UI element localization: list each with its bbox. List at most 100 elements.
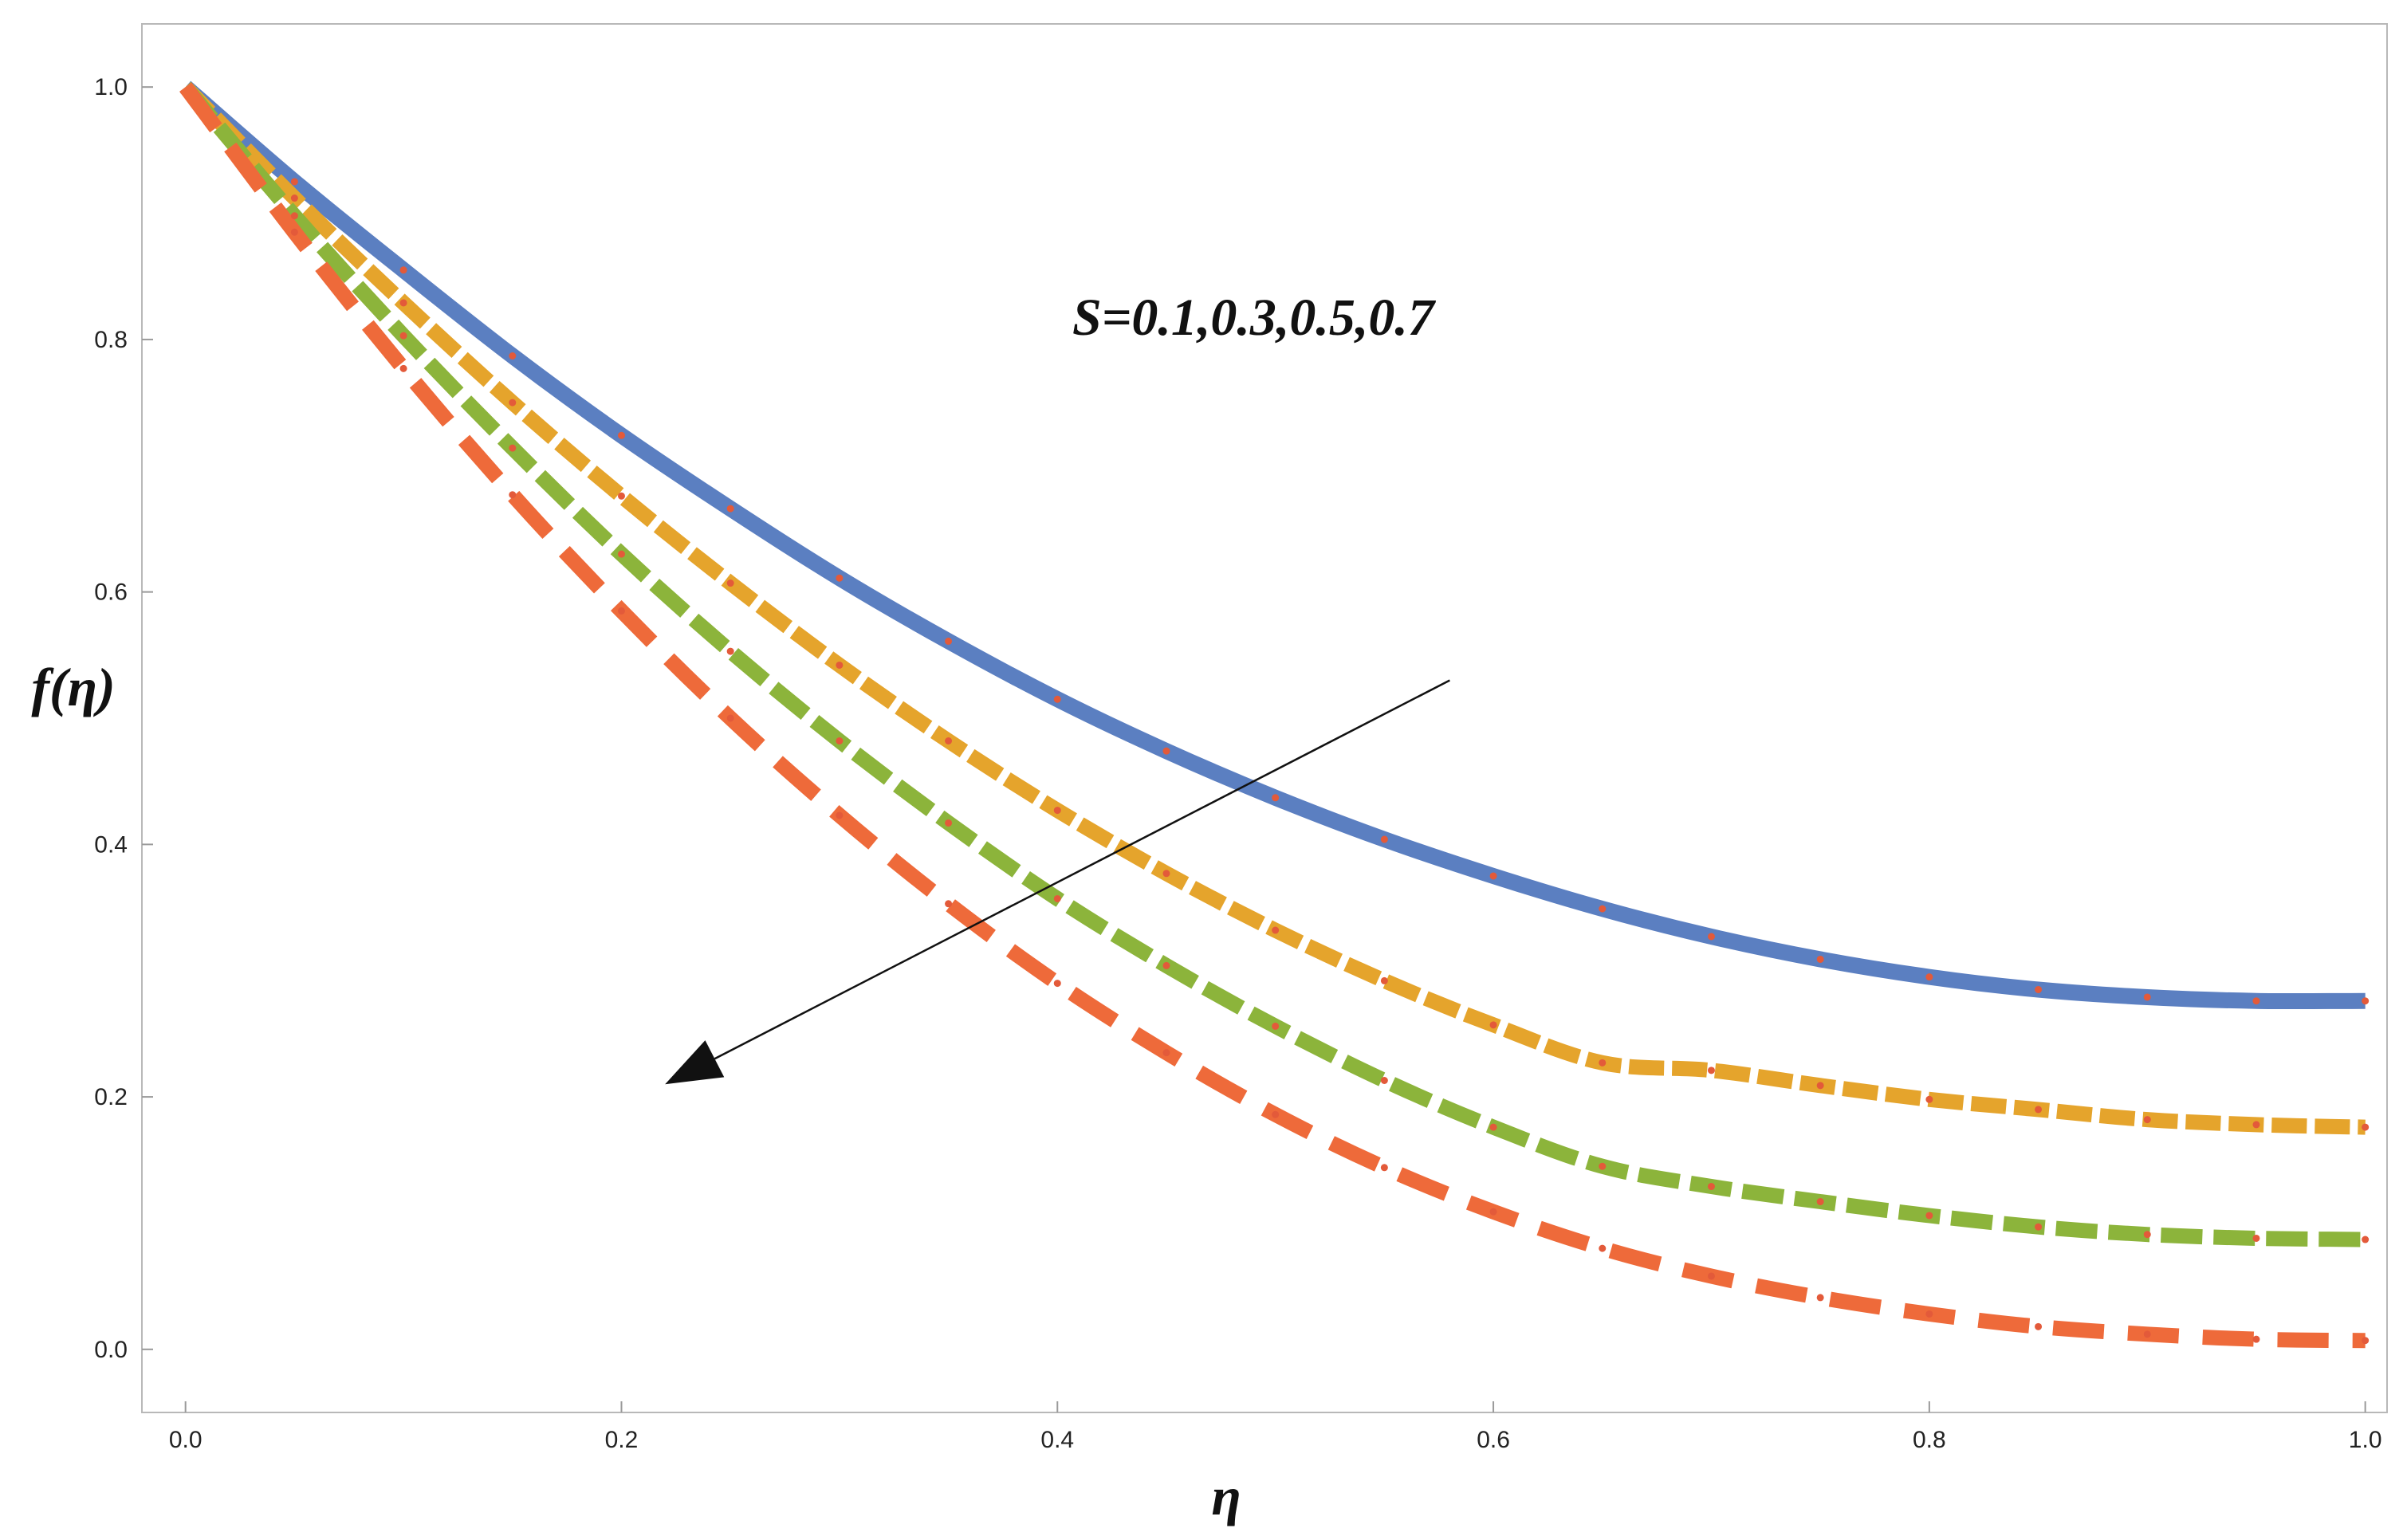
series-4-point: [2362, 1337, 2370, 1345]
series-3-point: [1925, 1212, 1933, 1220]
series-3-point: [2035, 1223, 2043, 1231]
series-line-4: [179, 82, 2366, 1349]
x-tick-label: 0.0: [169, 1427, 203, 1453]
series-3-point: [1707, 1183, 1715, 1191]
series-line-2: [179, 81, 2366, 1135]
series-3-point: [290, 212, 298, 220]
series-2-point: [617, 492, 625, 500]
series-1-point: [1162, 747, 1170, 755]
series-1-point: [2035, 985, 2043, 993]
series-3-point: [1272, 1022, 1280, 1030]
y-tick-label: 0.2: [94, 1084, 128, 1110]
series-1-point: [2143, 993, 2151, 1001]
series-1-point: [290, 178, 298, 186]
series-1-point: [726, 505, 734, 513]
series-1-point: [1053, 695, 1061, 703]
series-4-point: [509, 491, 517, 499]
series-4-point: [2143, 1330, 2151, 1338]
series-1-point: [2362, 997, 2370, 1005]
series-4-point: [2035, 1322, 2043, 1330]
series-4-point: [399, 364, 407, 372]
series-4-point: [2252, 1335, 2260, 1343]
series-3-point: [1380, 1077, 1388, 1085]
y-tick-label: 0.0: [94, 1337, 128, 1363]
series-1-point: [1380, 835, 1388, 843]
series-line-1: [180, 81, 2366, 1010]
series-1-point: [1707, 933, 1715, 941]
series-3-point: [1162, 961, 1170, 969]
x-tick-label: 0.4: [1040, 1427, 1074, 1453]
series-2-point: [1599, 1059, 1607, 1067]
series-2-point: [290, 194, 298, 202]
series-4-point: [1707, 1272, 1715, 1280]
series-3-point: [1053, 894, 1061, 902]
series-layer: [179, 81, 2370, 1349]
series-4-point: [1053, 980, 1061, 988]
y-tick-label: 1.0: [94, 74, 128, 100]
series-1-point: [1599, 905, 1607, 913]
series-1-point: [1925, 973, 1933, 981]
series-2-point: [399, 299, 407, 307]
arrow-head: [665, 1040, 725, 1085]
series-3-point: [836, 737, 844, 745]
series-4-point: [290, 228, 298, 236]
plot-frame: [141, 23, 2388, 1413]
series-4-point: [836, 811, 844, 819]
series-1-point: [1816, 955, 1824, 963]
series-2-point: [2362, 1123, 2370, 1131]
series-4-point: [1816, 1294, 1824, 1302]
annotation-label: S=0.1,0.3,0.5,0.7: [1072, 289, 1437, 347]
x-tick-label: 0.6: [1477, 1427, 1510, 1453]
series-2-point: [1489, 1021, 1497, 1029]
series-4-point: [945, 900, 953, 908]
y-tick-label: 0.8: [94, 327, 128, 353]
arrow-shaft: [714, 679, 1450, 1060]
series-4-point: [1925, 1310, 1933, 1318]
series-1-point: [617, 431, 625, 439]
series-4-point: [726, 714, 734, 722]
series-2-point: [945, 737, 953, 745]
series-1-point: [836, 574, 844, 582]
series-4-point: [1380, 1164, 1388, 1172]
x-axis-ticks: 0.0 0.2 0.4 0.6 0.8 1.0: [169, 1401, 2382, 1453]
x-tick-label: 0.2: [605, 1427, 639, 1453]
series-line-3: [179, 82, 2366, 1247]
series-2-point: [2143, 1116, 2151, 1124]
x-axis-title: η: [1211, 1466, 1241, 1526]
series-2-point: [2035, 1106, 2043, 1114]
y-tick-label: 0.6: [94, 579, 128, 606]
y-tick-label: 0.4: [94, 831, 128, 858]
series-1-point: [1272, 794, 1280, 802]
series-2-point: [726, 579, 734, 587]
series-3-point: [2143, 1231, 2151, 1239]
y-axis-title: f(η): [31, 657, 115, 717]
series-3-point: [2252, 1234, 2260, 1242]
series-2-point: [1162, 870, 1170, 878]
series-1-point: [2252, 997, 2260, 1005]
series-3-point: [1599, 1162, 1607, 1170]
series-4-point: [1162, 1049, 1170, 1057]
series-2-point: [2252, 1121, 2260, 1129]
series-4-point: [1272, 1110, 1280, 1118]
series-1-point: [399, 266, 407, 274]
series-1-point: [509, 352, 517, 359]
series-3-point: [2362, 1236, 2370, 1243]
series-2-point: [1380, 976, 1388, 984]
series-4-point: [617, 607, 625, 615]
series-1-point: [1489, 872, 1497, 880]
y-axis-ticks: 0.0 0.2 0.4 0.6 0.8 1.0: [94, 74, 153, 1363]
series-2-point: [1707, 1067, 1715, 1074]
series-2-point: [1816, 1082, 1824, 1090]
series-3-point: [945, 819, 953, 827]
x-tick-label: 1.0: [2349, 1427, 2382, 1453]
series-3-point: [399, 332, 407, 340]
series-2-point: [1925, 1095, 1933, 1103]
series-2-point: [509, 399, 517, 407]
series-2-point: [1272, 926, 1280, 934]
annotation-arrow: [665, 679, 1450, 1085]
series-3-point: [726, 647, 734, 655]
series-4-point: [1599, 1244, 1607, 1252]
series-3-point: [1489, 1123, 1497, 1131]
series-2-point: [1053, 807, 1061, 815]
